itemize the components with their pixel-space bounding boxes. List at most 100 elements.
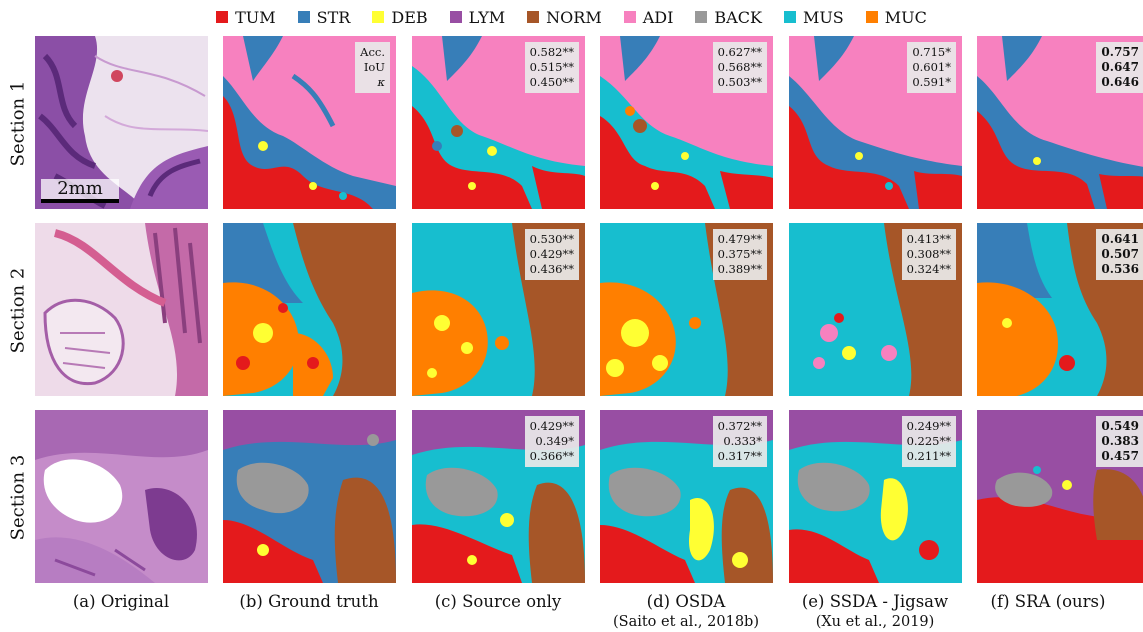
caption-original: (a) Original <box>26 592 216 612</box>
caption-sra: (f) SRA (ours) <box>953 592 1143 612</box>
scale-bar: 2mm <box>41 179 119 203</box>
kappa-value: 0.211** <box>906 449 951 463</box>
kappa-value: 0.457 <box>1101 449 1139 463</box>
tum-swatch <box>216 11 229 23</box>
caption-label: (a) Original <box>72 592 170 611</box>
metric-name-kappa: κ <box>377 75 385 89</box>
caption-label: (b) Ground truth <box>239 592 379 611</box>
iou-value: 0.225** <box>906 434 951 448</box>
iou-value: 0.333* <box>723 434 762 448</box>
ssda-jigsaw-section-3: 0.249** 0.225** 0.211** <box>789 410 962 583</box>
kappa-value: 0.591* <box>912 75 951 89</box>
caption-label: (f) SRA (ours) <box>990 592 1106 611</box>
legend-item-muc: MUC <box>865 7 927 27</box>
iou-value: 0.507 <box>1101 247 1139 261</box>
source-only-section-2: 0.530** 0.429** 0.436** <box>412 223 585 396</box>
ssda-jigsaw-section-1: 0.715* 0.601* 0.591* <box>789 36 962 209</box>
metrics-box: 0.627** 0.568** 0.503** <box>712 42 767 93</box>
caption-citation: (Saito et al., 2018b) <box>612 614 759 630</box>
kappa-value: 0.536 <box>1101 262 1139 276</box>
legend-item-mus: MUS <box>783 7 844 27</box>
iou-value: 0.515** <box>529 60 574 74</box>
legend-item-adi: ADI <box>623 7 674 27</box>
osda-section-2: 0.479** 0.375** 0.389** <box>600 223 773 396</box>
caption-osda: (d) OSDA (Saito et al., 2018b) <box>591 592 781 632</box>
metrics-box: 0.641 0.507 0.536 <box>1096 229 1143 280</box>
legend-label: DEB <box>391 7 428 27</box>
sra-section-3: 0.549 0.383 0.457 <box>977 410 1143 583</box>
legend-item-deb: DEB <box>372 7 428 27</box>
legend-item-lym: LYM <box>449 7 506 27</box>
mus-swatch <box>783 11 796 23</box>
legend-label: LYM <box>468 7 506 27</box>
lym-swatch <box>449 11 462 23</box>
accuracy-value: 0.530** <box>529 232 574 246</box>
accuracy-value: 0.757 <box>1101 45 1139 59</box>
legend-label: MUC <box>884 7 927 27</box>
muc-swatch <box>865 11 878 23</box>
iou-value: 0.647 <box>1101 60 1139 74</box>
legend-label: STR <box>316 7 351 27</box>
sra-section-1: 0.757 0.647 0.646 <box>977 36 1143 209</box>
accuracy-value: 0.429** <box>529 419 574 433</box>
legend-item-tum: TUM <box>216 8 276 27</box>
row-label-text: Section 2 <box>7 267 29 353</box>
metrics-box: 0.715* 0.601* 0.591* <box>907 42 956 93</box>
original-image-section-3 <box>35 410 208 583</box>
legend-label: BACK <box>714 7 762 27</box>
iou-value: 0.429** <box>529 247 574 261</box>
row-label-text: Section 3 <box>7 454 29 540</box>
accuracy-value: 0.372** <box>717 419 762 433</box>
back-swatch <box>695 11 708 23</box>
original-image-section-1: 2mm <box>35 36 208 209</box>
iou-value: 0.308** <box>906 247 951 261</box>
accuracy-value: 0.715* <box>912 45 951 59</box>
legend-label: ADI <box>642 7 674 27</box>
source-only-section-3: 0.429** 0.349* 0.366** <box>412 410 585 583</box>
metric-names-box: Acc. IoU κ <box>355 42 390 93</box>
legend-label: NORM <box>546 7 602 27</box>
kappa-value: 0.436** <box>529 262 574 276</box>
kappa-value: 0.366** <box>529 449 574 463</box>
iou-value: 0.601* <box>912 60 951 74</box>
ground-truth-section-2 <box>223 223 396 396</box>
scale-bar-label: 2mm <box>41 179 119 199</box>
ground-truth-section-3 <box>223 410 396 583</box>
ssda-jigsaw-section-2: 0.413** 0.308** 0.324** <box>789 223 962 396</box>
metrics-box: 0.479** 0.375** 0.389** <box>712 229 767 280</box>
iou-value: 0.375** <box>717 247 762 261</box>
accuracy-value: 0.582** <box>529 45 574 59</box>
accuracy-value: 0.641 <box>1101 232 1139 246</box>
str-swatch <box>297 11 310 23</box>
metric-name-acc: Acc. <box>360 45 385 59</box>
iou-value: 0.383 <box>1101 434 1139 448</box>
metrics-box: 0.249** 0.225** 0.211** <box>901 416 956 467</box>
accuracy-value: 0.413** <box>906 232 951 246</box>
ground-truth-section-1: Acc. IoU κ <box>223 36 396 209</box>
accuracy-value: 0.479** <box>717 232 762 246</box>
legend-label: MUS <box>802 7 844 27</box>
caption-label: (d) OSDA <box>646 592 726 611</box>
kappa-value: 0.450** <box>529 75 574 89</box>
legend-item-str: STR <box>297 7 351 27</box>
osda-section-3: 0.372** 0.333* 0.317** <box>600 410 773 583</box>
caption-label: (c) Source only <box>434 592 562 611</box>
source-only-section-1: 0.582** 0.515** 0.450** <box>412 36 585 209</box>
kappa-value: 0.317** <box>717 449 762 463</box>
adi-swatch <box>623 11 636 23</box>
scale-bar-line <box>41 199 119 203</box>
kappa-value: 0.646 <box>1101 75 1139 89</box>
accuracy-value: 0.549 <box>1101 419 1139 433</box>
sra-section-2: 0.641 0.507 0.536 <box>977 223 1143 396</box>
row-label-section-1: Section 1 <box>6 36 30 210</box>
caption-ground-truth: (b) Ground truth <box>214 592 404 612</box>
caption-ssda-jigsaw: (e) SSDA - Jigsaw (Xu et al., 2019) <box>780 592 970 632</box>
deb-swatch <box>372 11 385 23</box>
metrics-box: 0.757 0.647 0.646 <box>1096 42 1143 93</box>
original-image-section-2 <box>35 223 208 396</box>
accuracy-value: 0.249** <box>906 419 951 433</box>
legend-label: TUM <box>235 7 276 27</box>
metrics-box: 0.549 0.383 0.457 <box>1096 416 1143 467</box>
metrics-box: 0.530** 0.429** 0.436** <box>524 229 579 280</box>
metrics-box: 0.429** 0.349* 0.366** <box>524 416 579 467</box>
